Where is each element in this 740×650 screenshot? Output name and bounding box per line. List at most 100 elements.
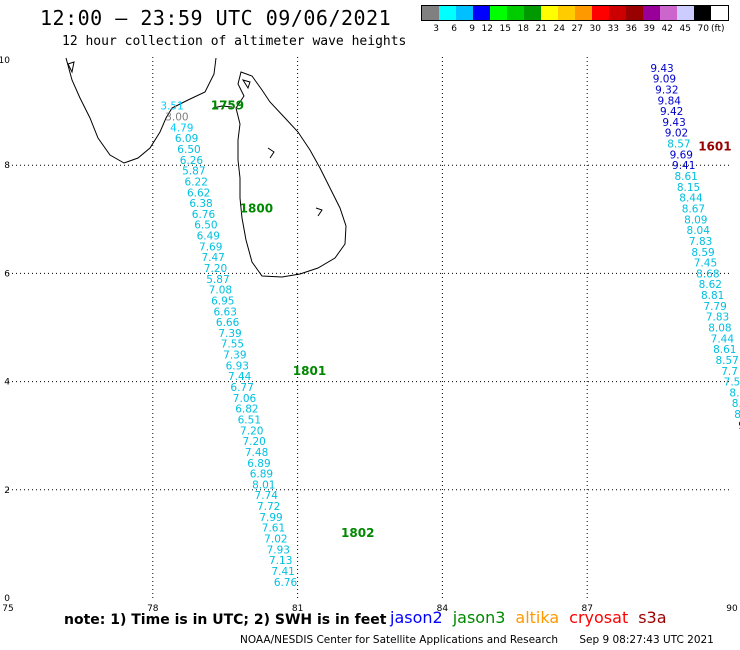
satellite-name: jason3: [452, 608, 506, 627]
wave-height-label: 7.06: [233, 393, 257, 405]
legend-label: 45: [679, 24, 691, 34]
wave-height-label: 8.04: [687, 225, 711, 237]
map-grid: [8, 57, 732, 598]
pass-time-label: 1759: [211, 99, 244, 113]
wave-height-label: 8.81: [701, 290, 724, 302]
wave-height-label: 9.69: [670, 149, 693, 161]
sri-lanka-coastline: [235, 71, 347, 278]
rameswaram-islet: [212, 105, 233, 109]
wave-height-label: 8.: [734, 409, 740, 421]
wave-height-label: 9.09: [653, 74, 676, 86]
legend-swatch: [558, 6, 575, 20]
legend-label: 33: [607, 24, 619, 34]
wave-height-label: 7.20: [204, 263, 227, 275]
generation-timestamp: Sep 9 08:27:43 UTC 2021: [579, 634, 714, 646]
x-tick-label: 90: [726, 604, 738, 614]
wave-height-label: 8.57: [715, 355, 738, 367]
x-tick-label: 87: [581, 604, 592, 614]
wave-height-label: 8.61: [713, 344, 736, 356]
wave-height-label: 7.02: [264, 533, 287, 545]
wave-height-label: 7.61: [262, 523, 285, 535]
wave-height-label: 7.45: [694, 258, 717, 270]
wave-height-label: 7.72: [257, 501, 280, 513]
y-tick-label: 0: [4, 594, 10, 604]
x-tick-label: 81: [292, 604, 303, 614]
wave-height-label: 5.87: [206, 274, 229, 286]
wave-height-label: 9.43: [650, 63, 673, 75]
legend-label: 42: [661, 24, 673, 34]
pass-time-label: 1601: [698, 139, 731, 153]
wave-height-label: 7.93: [267, 544, 290, 556]
wave-height-label: 7.47: [201, 252, 224, 264]
legend-label: 21: [535, 24, 547, 34]
legend-label: 6: [451, 24, 457, 34]
satellite-tracks: 3.513.004.796.096.506.265.876.226.626.38…: [160, 63, 740, 589]
credit-footer: NOAA/NESDIS Center for Satellite Applica…: [240, 634, 732, 646]
wave-height-label: 6.76: [192, 209, 216, 221]
wave-height-label: 8.09: [684, 214, 707, 226]
wave-height-label: 6.82: [235, 404, 258, 416]
wave-height-label: 7.55: [221, 339, 244, 351]
wave-height-label: 7.69: [199, 241, 222, 253]
satellite-name: s3a: [638, 608, 667, 627]
wave-height-label: 8.: [729, 387, 739, 399]
wave-height-label: 9.42: [660, 106, 683, 118]
wave-height-label: 6.26: [180, 155, 204, 167]
wave-height-label: 7.08: [209, 285, 232, 297]
wave-height-label: 6.62: [187, 187, 210, 199]
wave-height-label: 7.48: [245, 447, 268, 459]
wave-height-label: 7.20: [240, 425, 263, 437]
legend-label: 39: [643, 24, 655, 34]
legend-swatch: [524, 6, 541, 20]
legend-swatch: [490, 6, 507, 20]
wave-height-label: 8.15: [677, 182, 700, 194]
wave-height-label: 9: [738, 420, 740, 432]
wave-height-label: 6.22: [185, 176, 208, 188]
wave-height-label: 6.49: [197, 231, 220, 243]
legend-label: 18: [517, 24, 529, 34]
wave-height-label: 7.83: [706, 312, 729, 324]
wave-height-label: 7.83: [689, 236, 712, 248]
legend-swatches: [421, 5, 729, 21]
wave-height-label: 7.44: [711, 333, 735, 345]
legend-swatch: [626, 6, 643, 20]
legend-swatch: [439, 6, 456, 20]
wave-height-label: 6.77: [230, 382, 253, 394]
legend-swatch: [643, 6, 660, 20]
wave-height-label: 8.57: [667, 139, 690, 151]
agency-credit: NOAA/NESDIS Center for Satellite Applica…: [240, 634, 558, 646]
legend-swatch: [456, 6, 473, 20]
legend-label: 15: [499, 24, 511, 34]
axis-ticks: 75 78 81 84 87 90 0 2 4 6 8 10: [0, 56, 738, 614]
pass-time-label: 1800: [240, 201, 273, 215]
jaffna-islet: [241, 79, 251, 90]
pass-time-label: 1801: [293, 364, 326, 378]
x-tick-label: 75: [2, 604, 13, 614]
wave-height-label: 3.00: [165, 112, 188, 124]
wave-height-label: 6.38: [189, 198, 212, 210]
wave-height-label: 8.68: [696, 268, 719, 280]
y-tick-label: 4: [4, 378, 10, 388]
wave-height-label: 7.39: [218, 328, 241, 340]
satellite-key: jason2 jason3 altika cryosat s3a: [390, 608, 667, 627]
footnote: note: 1) Time is in UTC; 2) SWH is in fe…: [64, 612, 387, 628]
wave-height-label: 7.99: [259, 512, 282, 524]
legend-label: 36: [625, 24, 637, 34]
chart-title: 12:00 – 23:59 UTC 09/06/2021: [40, 6, 392, 30]
legend-swatch: [694, 6, 711, 20]
wave-height-label: 9.43: [662, 117, 685, 129]
legend-label: 12: [481, 24, 493, 34]
wave-height-label: 6.51: [238, 414, 261, 426]
wave-height-label: 5.87: [182, 166, 205, 178]
wave-height-label: 6.09: [175, 133, 198, 145]
legend-swatch: [473, 6, 490, 20]
wave-height-label: 4.79: [170, 122, 193, 134]
wave-height-label: 6.76: [274, 577, 298, 589]
wave-height-label: 8.67: [682, 203, 705, 215]
wave-height-label: 6.89: [247, 458, 270, 470]
wave-height-label: 6.66: [216, 317, 240, 329]
y-tick-label: 2: [4, 486, 10, 496]
y-tick-label: 8: [4, 161, 10, 171]
wave-height-label: 9.02: [665, 128, 688, 140]
legend-swatch: [609, 6, 626, 20]
